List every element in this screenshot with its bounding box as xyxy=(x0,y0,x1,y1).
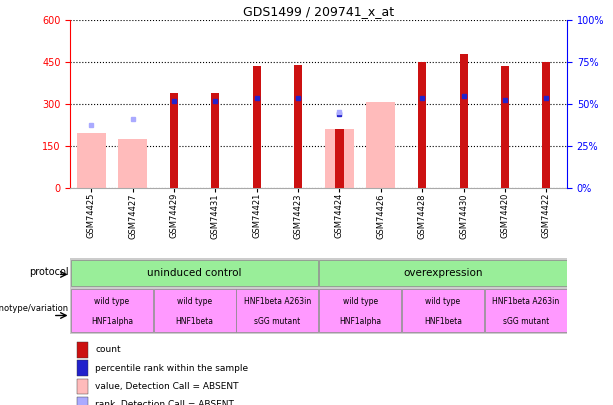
Bar xyxy=(543,62,550,188)
Bar xyxy=(325,129,354,188)
Bar xyxy=(237,290,318,332)
Bar xyxy=(402,290,484,332)
Text: wild type: wild type xyxy=(343,297,378,306)
Text: overexpression: overexpression xyxy=(403,268,482,278)
Bar xyxy=(367,102,395,188)
Title: GDS1499 / 209741_x_at: GDS1499 / 209741_x_at xyxy=(243,5,394,18)
Bar xyxy=(253,66,261,188)
Text: HNF1alpha: HNF1alpha xyxy=(339,317,381,326)
Bar xyxy=(77,397,88,405)
Text: sGG mutant: sGG mutant xyxy=(254,317,300,326)
Bar xyxy=(154,290,235,332)
Bar xyxy=(294,65,302,188)
Text: HNF1beta A263in: HNF1beta A263in xyxy=(492,297,559,306)
Bar xyxy=(485,290,566,332)
Text: wild type: wild type xyxy=(94,297,129,306)
Text: wild type: wild type xyxy=(425,297,460,306)
Text: HNF1beta: HNF1beta xyxy=(176,317,213,326)
Bar xyxy=(77,360,88,376)
Text: count: count xyxy=(95,345,121,354)
Text: HNF1alpha: HNF1alpha xyxy=(91,317,133,326)
Bar xyxy=(211,93,219,188)
Text: HNF1beta: HNF1beta xyxy=(424,317,462,326)
Text: uninduced control: uninduced control xyxy=(147,268,242,278)
Bar xyxy=(418,62,426,188)
Bar xyxy=(460,54,468,188)
Text: genotype/variation: genotype/variation xyxy=(0,304,69,313)
Bar xyxy=(71,290,153,332)
Text: rank, Detection Call = ABSENT: rank, Detection Call = ABSENT xyxy=(95,401,234,405)
Text: HNF1beta A263in: HNF1beta A263in xyxy=(244,297,311,306)
Bar xyxy=(319,290,401,332)
Text: sGG mutant: sGG mutant xyxy=(503,317,549,326)
Bar xyxy=(335,129,343,188)
Bar xyxy=(77,379,88,394)
Bar xyxy=(319,260,566,286)
Bar xyxy=(70,288,567,334)
Text: protocol: protocol xyxy=(29,266,69,277)
Bar xyxy=(501,66,509,188)
Bar xyxy=(118,139,147,188)
Bar xyxy=(77,342,88,358)
Bar xyxy=(77,133,105,188)
Text: wild type: wild type xyxy=(177,297,212,306)
Bar xyxy=(170,93,178,188)
Text: percentile rank within the sample: percentile rank within the sample xyxy=(95,364,248,373)
Text: value, Detection Call = ABSENT: value, Detection Call = ABSENT xyxy=(95,382,238,391)
Bar xyxy=(70,258,567,288)
Bar xyxy=(71,260,318,286)
